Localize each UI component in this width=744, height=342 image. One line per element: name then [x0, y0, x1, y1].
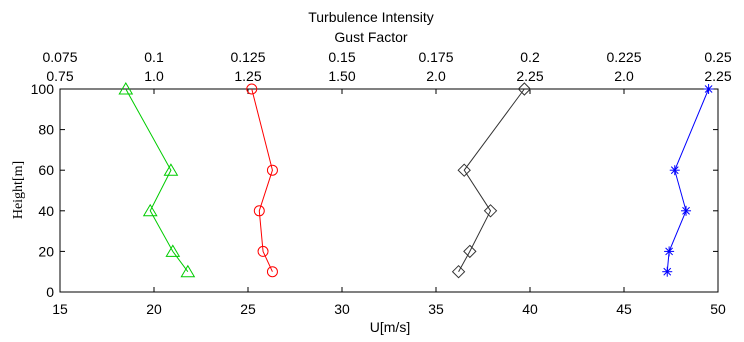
data-point-asterisk [669, 165, 680, 176]
series-diamond [451, 82, 532, 279]
x-tick-label: 15 [52, 301, 68, 317]
asterisk-stroke [665, 247, 674, 256]
data-point-triangle [165, 244, 181, 257]
data-point-circle [253, 205, 265, 217]
x-tick-label: 30 [334, 301, 350, 317]
y-tick-label: 60 [38, 162, 54, 178]
data-point-triangle [142, 203, 158, 217]
top-tick-label-turbulence: 0.2 [520, 49, 540, 65]
data-point-asterisk [662, 266, 673, 277]
top-tick-label-gust: 2.0 [614, 68, 634, 84]
series-circle [246, 83, 278, 278]
top-tick-label-turbulence: 0.25 [704, 49, 731, 65]
plot-frame [59, 88, 719, 293]
top-tick-label-gust: 1.50 [328, 68, 355, 84]
data-point-diamond [451, 264, 466, 279]
series-line-diamond [458, 88, 525, 272]
data-point-asterisk [664, 246, 675, 257]
series-layer [118, 82, 714, 279]
y-tick-label: 20 [38, 243, 54, 259]
top-tick-label-turbulence: 0.075 [42, 49, 77, 65]
top-tick-label-gust: 1.0 [144, 68, 164, 84]
series-line-triangle [125, 88, 189, 272]
series-line-asterisk [666, 88, 710, 272]
data-point-asterisk [681, 205, 692, 216]
top-tick-label-gust: 2.25 [516, 68, 543, 84]
asterisk-stroke [663, 267, 672, 276]
y-axis-label: Height[m] [11, 161, 26, 219]
data-point-circle [266, 164, 278, 176]
y-tick-label: 100 [31, 81, 55, 97]
x-tick-label: 50 [710, 301, 726, 317]
top-tick-label-gust: 2.25 [704, 68, 731, 84]
data-point-circle [257, 245, 269, 257]
x-axis-label: U[m/s] [370, 319, 410, 335]
top-tick-label-gust: 0.75 [46, 68, 73, 84]
top-tick-label-turbulence: 0.1 [144, 49, 164, 65]
data-point-triangle [180, 264, 196, 278]
top-tick-label-turbulence: 0.225 [606, 49, 641, 65]
top-tick-label-turbulence: 0.175 [418, 49, 453, 65]
asterisk-stroke [682, 206, 690, 215]
data-point-asterisk [703, 84, 714, 94]
tick-marks [59, 88, 719, 293]
x-tick-label: 40 [522, 301, 538, 317]
data-point-diamond [457, 163, 471, 177]
data-point-circle [246, 83, 258, 95]
top-tick-label-gust: 2.0 [426, 68, 446, 84]
data-point-triangle [163, 163, 179, 176]
asterisk-stroke [670, 166, 679, 175]
x-tick-label: 25 [240, 301, 256, 317]
data-point-diamond [517, 82, 532, 96]
chart-title: Turbulence Intensity [308, 9, 434, 25]
chart-subtitle: Gust Factor [334, 29, 407, 45]
series-asterisk [662, 84, 714, 277]
series-line-circle [251, 88, 273, 272]
y-tick-label: 40 [38, 203, 54, 219]
asterisk-stroke [704, 85, 713, 93]
series-triangle [118, 82, 196, 278]
data-point-circle [266, 266, 278, 278]
top-tick-label-turbulence: 0.125 [230, 49, 265, 65]
x-tick-label: 45 [616, 301, 632, 317]
x-tick-label: 20 [146, 301, 162, 317]
top-tick-label-turbulence: 0.15 [328, 49, 355, 65]
y-tick-label: 80 [38, 122, 54, 138]
data-point-diamond [463, 244, 477, 259]
y-tick-label: 0 [46, 284, 54, 300]
data-point-triangle [118, 82, 134, 95]
data-point-diamond [483, 204, 498, 218]
x-tick-label: 35 [428, 301, 444, 317]
top-tick-label-gust: 1.25 [234, 68, 261, 84]
tick-labels: 15 20 25 30 35 40 45 50 0 20 40 60 80 100 0.075 0.1 0.12… [31, 49, 732, 317]
